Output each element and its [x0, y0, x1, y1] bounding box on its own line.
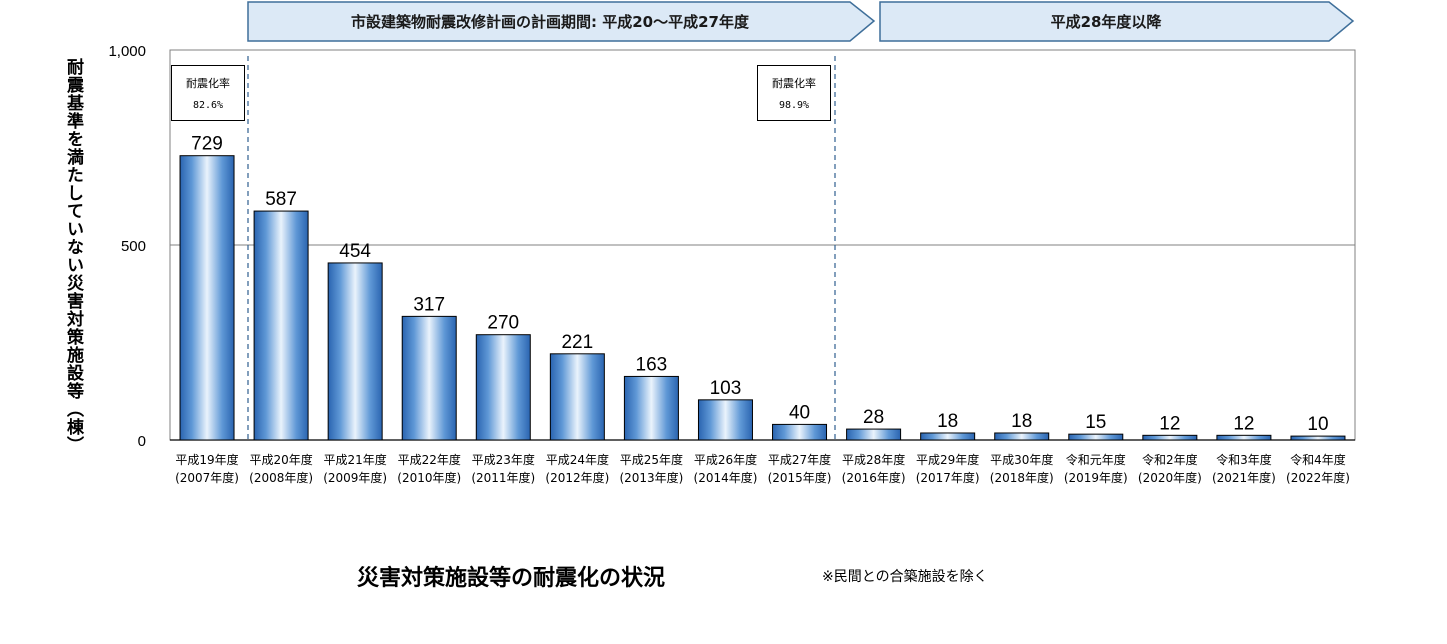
bar: [475, 334, 531, 441]
data-label: 18: [1011, 411, 1032, 432]
data-label: 454: [339, 241, 371, 262]
x-tick-label-year: (2015年度): [768, 470, 832, 485]
bar: [697, 399, 753, 441]
bar: [253, 210, 309, 441]
data-label: 12: [1159, 413, 1180, 434]
bar: [179, 155, 235, 441]
data-label: 40: [789, 402, 810, 423]
y-axis-title: 耐震基準を満たしていない災害対策施設等（棟）: [63, 58, 83, 454]
x-tick-label-year: (2013年度): [619, 470, 683, 485]
x-tick-label-year: (2022年度): [1286, 470, 1350, 485]
x-tick-label-year: (2014年度): [694, 470, 758, 485]
x-tick-label: 平成21年度: [324, 452, 387, 467]
x-tick-label: 令和4年度: [1290, 452, 1346, 467]
x-tick-label: 平成24年度: [546, 452, 609, 467]
rate-box-title: 耐震化率: [772, 77, 816, 90]
period-arrow-1: [247, 1, 876, 42]
x-tick-label-year: (2011年度): [471, 470, 535, 485]
x-tick-label-year: (2020年度): [1138, 470, 1202, 485]
caption-note: ※民間との合築施設を除く: [822, 569, 988, 585]
y-tick-label: 1,000: [108, 43, 146, 60]
period-arrow-2: [879, 1, 1355, 42]
rate-box-value: 82.6%: [192, 100, 224, 111]
data-label: 317: [413, 294, 445, 315]
bar: [549, 353, 605, 441]
x-tick-label: 平成20年度: [249, 452, 312, 467]
rate-box-title: 耐震化率: [186, 77, 230, 90]
bar: [327, 262, 383, 441]
x-tick-label-year: (2012年度): [545, 470, 609, 485]
data-label: 729: [191, 134, 223, 155]
data-label: 270: [487, 313, 519, 334]
data-label: 221: [561, 332, 593, 353]
period-label-after: 平成28年度以降: [1050, 12, 1162, 31]
bar: [1290, 435, 1346, 441]
x-tick-label-year: (2016年度): [842, 470, 906, 485]
data-label: 163: [636, 354, 668, 375]
y-tick-label: 0: [138, 433, 146, 450]
data-label: 15: [1085, 412, 1106, 433]
data-label: 103: [710, 378, 742, 399]
x-tick-label: 平成23年度: [472, 452, 535, 467]
rate-box-2007: 耐震化率 82.6%: [171, 65, 245, 121]
x-tick-label: 平成25年度: [620, 452, 683, 467]
data-label: 587: [265, 189, 297, 210]
x-tick-label: 平成27年度: [768, 452, 831, 467]
x-tick-label: 平成22年度: [398, 452, 461, 467]
bar: [994, 432, 1050, 441]
y-tick-label: 500: [121, 238, 146, 255]
bar: [1142, 434, 1198, 441]
x-tick-label-year: (2017年度): [916, 470, 980, 485]
data-label: 10: [1307, 414, 1328, 435]
data-label: 18: [937, 411, 958, 432]
x-tick-label-year: (2010年度): [397, 470, 461, 485]
bar: [1216, 434, 1272, 441]
x-tick-label-year: (2021年度): [1212, 470, 1276, 485]
x-tick-label: 平成19年度: [175, 452, 238, 467]
x-tick-label: 平成26年度: [694, 452, 757, 467]
x-tick-label-year: (2008年度): [249, 470, 313, 485]
x-tick-label-year: (2019年度): [1064, 470, 1128, 485]
x-tick-label: 平成30年度: [990, 452, 1053, 467]
data-label: 12: [1233, 413, 1254, 434]
period-label-plan: 市設建築物耐震改修計画の計画期間: 平成20～平成27年度: [351, 12, 749, 31]
x-tick-label: 平成29年度: [916, 452, 979, 467]
bar: [846, 428, 902, 441]
bar: [920, 432, 976, 441]
rate-box-value: 98.9%: [778, 100, 810, 111]
x-tick-label: 令和元年度: [1066, 452, 1126, 467]
rate-box-2015: 耐震化率 98.9%: [757, 65, 831, 121]
bar: [623, 375, 679, 441]
x-tick-label: 令和3年度: [1216, 452, 1272, 467]
data-label: 28: [863, 407, 884, 428]
x-tick-label-year: (2009年度): [323, 470, 387, 485]
x-tick-label: 平成28年度: [842, 452, 905, 467]
x-tick-label: 令和2年度: [1142, 452, 1198, 467]
x-tick-label-year: (2007年度): [175, 470, 239, 485]
bar: [401, 315, 457, 441]
x-tick-label-year: (2018年度): [990, 470, 1054, 485]
chart-caption: 災害対策施設等の耐震化の状況: [357, 566, 666, 591]
bar: [772, 423, 828, 441]
bar: [1068, 433, 1124, 441]
